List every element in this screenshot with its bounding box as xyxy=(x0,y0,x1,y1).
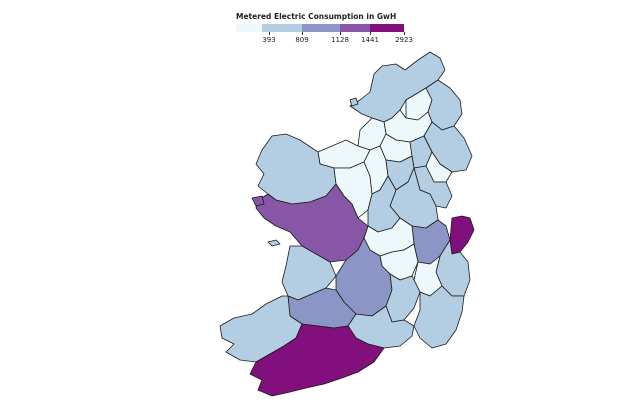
county-cork[interactable] xyxy=(249,323,385,397)
island-aran xyxy=(267,239,281,247)
county-wexford[interactable] xyxy=(413,285,465,349)
map-legend: Metered Electric Consumption in GwH 393 … xyxy=(236,12,416,44)
legend-tick xyxy=(404,32,405,35)
county-mayo[interactable] xyxy=(255,133,337,205)
legend-tick xyxy=(269,32,270,35)
legend-tick-label: 393 xyxy=(262,36,276,44)
legend-swatch-4 xyxy=(340,24,370,32)
legend-swatch-3 xyxy=(302,24,340,32)
legend-swatch-5 xyxy=(370,24,404,32)
legend-swatch-1 xyxy=(236,24,262,32)
island-achill xyxy=(251,195,265,207)
island-rathlin xyxy=(349,97,359,107)
legend-tick-label: 1441 xyxy=(361,36,379,44)
legend-tick-label: 809 xyxy=(295,36,309,44)
legend-title: Metered Electric Consumption in GwH xyxy=(236,12,397,21)
legend-tick xyxy=(370,32,371,35)
legend-tick-label: 2923 xyxy=(395,36,413,44)
legend-color-scale: 393 809 1128 1441 2923 xyxy=(236,24,416,44)
legend-swatch-2 xyxy=(262,24,302,32)
county-kilkenny[interactable] xyxy=(385,273,421,323)
county-galway[interactable] xyxy=(255,183,369,263)
legend-tick xyxy=(340,32,341,35)
legend-tick xyxy=(302,32,303,35)
county-dublin[interactable] xyxy=(449,215,475,255)
legend-tick-label: 1128 xyxy=(331,36,349,44)
